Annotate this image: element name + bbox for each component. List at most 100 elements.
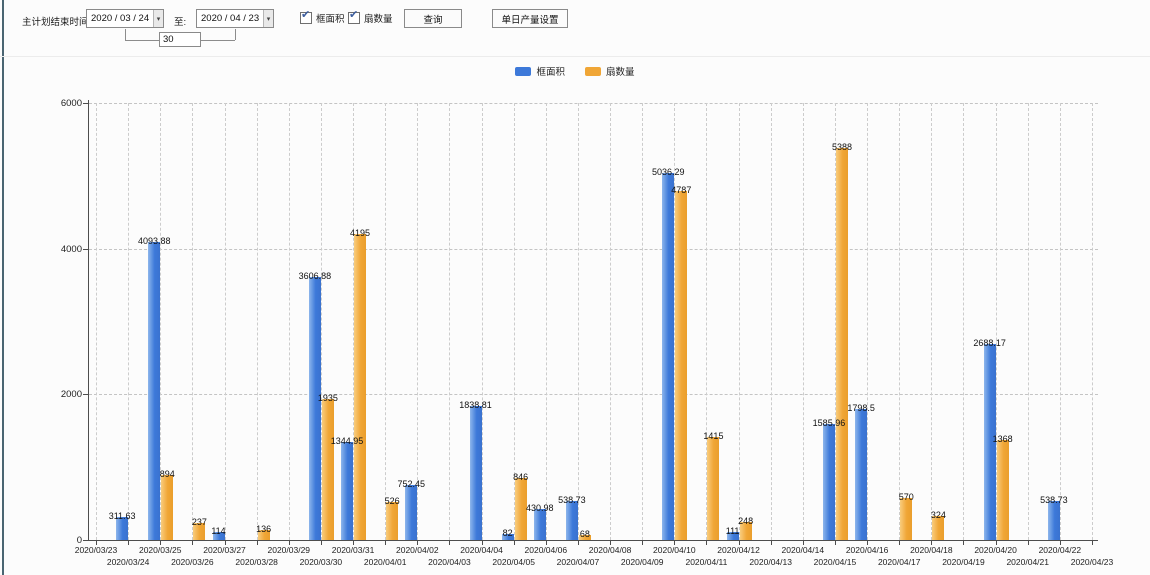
bar-frame-area (308, 277, 321, 540)
checkbox-box: ✔ (348, 9, 360, 24)
x-tick-label: 2020/04/19 (942, 557, 985, 567)
y-grid-line (89, 394, 1098, 396)
x-grid-line (1027, 103, 1029, 540)
bar-frame-area (148, 241, 161, 540)
bar-frame-area (212, 531, 225, 540)
x-grid-line (449, 103, 451, 540)
x-tick-label: 2020/04/12 (717, 545, 760, 555)
x-tick-label: 2020/04/02 (396, 545, 439, 555)
date-from-picker[interactable]: 2020 / 03 / 24 ▾ (86, 9, 164, 28)
bar-frame-area (662, 173, 675, 540)
bracket-line-right-horizontal (201, 40, 235, 41)
y-tick-label: 0 (76, 535, 82, 546)
x-axis-tick (706, 541, 708, 545)
bar-value-label: 1368 (992, 434, 1013, 445)
bar-value-label: 3606.88 (298, 271, 332, 282)
x-tick-label: 2020/04/05 (492, 557, 535, 567)
x-tick-label: 2020/03/28 (235, 557, 278, 567)
bar-fan-quantity (675, 191, 688, 540)
bar-frame-area (726, 531, 739, 540)
bar-value-label: 4093.88 (137, 235, 171, 246)
x-tick-label: 2020/03/26 (171, 557, 214, 567)
x-axis-tick (834, 541, 836, 545)
legend-label: 扇数量 (606, 67, 635, 78)
x-axis-tick (513, 541, 515, 545)
x-grid-line (834, 103, 836, 540)
x-tick-label: 2020/04/23 (1070, 557, 1114, 567)
date-to-picker[interactable]: 2020 / 04 / 23 ▾ (196, 9, 274, 28)
bar-value-label: 570 (898, 492, 914, 503)
x-tick-label: 2020/03/25 (138, 545, 182, 555)
x-axis-tick (224, 541, 226, 545)
date-from-value: 2020 / 03 / 24 (91, 13, 150, 24)
y-axis-tick (83, 394, 88, 396)
x-axis-tick (128, 541, 130, 545)
bar-fan-quantity (900, 498, 913, 540)
y-tick-label: 6000 (60, 98, 82, 109)
x-grid-line (642, 103, 644, 540)
x-grid-line (192, 103, 194, 540)
bar-value-label: 430.98 (526, 502, 554, 513)
daily-output-settings-button[interactable]: 单日产量设置 (492, 9, 568, 28)
bar-value-label: 111 (725, 525, 740, 536)
x-axis-tick (899, 541, 901, 545)
x-axis-tick (577, 541, 579, 545)
x-axis-tick (674, 541, 676, 545)
x-grid-line (963, 103, 965, 540)
x-grid-line (353, 103, 355, 540)
x-grid-line (224, 103, 226, 540)
x-grid-line (128, 103, 130, 540)
fan-quantity-checkbox-label: 扇数量 (364, 14, 393, 25)
bar-value-label: 324 (930, 510, 946, 521)
x-axis-tick (160, 541, 162, 545)
bar-value-label: 1838.81 (459, 400, 492, 411)
x-axis-tick (995, 541, 997, 545)
fan-quantity-checkbox[interactable]: ✔ 扇数量 (348, 9, 393, 25)
chevron-down-icon: ▾ (156, 15, 161, 23)
bar-fan-quantity (707, 436, 720, 540)
bar-value-label: 237 (191, 516, 207, 527)
query-button[interactable]: 查询 (404, 9, 462, 28)
x-axis-tick (417, 541, 419, 545)
bar-frame-area (501, 534, 514, 540)
bar-fan-quantity (257, 530, 270, 540)
x-grid-line (288, 103, 290, 540)
check-icon: ✔ (349, 9, 359, 21)
x-axis-tick (545, 541, 547, 545)
bar-frame-area (341, 442, 354, 540)
x-grid-line (867, 103, 869, 540)
bracket-line-left-horizontal (125, 40, 159, 41)
x-axis-tick (642, 541, 644, 545)
bar-frame-area (116, 517, 129, 540)
bar-frame-area (822, 424, 835, 540)
bar-value-label: 136 (256, 524, 272, 535)
x-tick-label: 2020/03/31 (331, 545, 375, 555)
bar-value-label: 538.73 (558, 494, 586, 505)
x-grid-line (995, 103, 997, 540)
x-grid-line (320, 103, 322, 540)
bar-fan-quantity (932, 516, 945, 540)
x-grid-line (417, 103, 419, 540)
to-label: 至: (174, 17, 187, 28)
chart-legend: 框面积 扇数量 (0, 64, 1150, 78)
x-axis-tick (867, 541, 869, 545)
bracket-line-right-vertical (235, 29, 236, 40)
x-grid-line (513, 103, 515, 540)
y-tick-label: 2000 (60, 389, 82, 401)
date-to-dropdown-button[interactable]: ▾ (263, 10, 273, 27)
bar-fan-quantity (578, 535, 591, 540)
y-grid-line (89, 103, 1098, 104)
frame-area-checkbox[interactable]: ✔ 框面积 (300, 9, 345, 25)
date-from-dropdown-button[interactable]: ▾ (153, 10, 163, 27)
legend-label: 框面积 (536, 67, 565, 78)
x-axis-tick (449, 541, 451, 545)
x-grid-line (1059, 103, 1061, 540)
x-grid-line (770, 103, 772, 540)
x-axis-line (88, 540, 1098, 541)
interval-days-input[interactable] (159, 32, 201, 47)
bar-fan-quantity (386, 501, 399, 540)
x-tick-label: 2020/03/27 (203, 545, 246, 555)
x-axis-tick (1092, 541, 1093, 545)
x-tick-label: 2020/04/13 (749, 557, 792, 567)
x-grid-line (96, 103, 97, 540)
